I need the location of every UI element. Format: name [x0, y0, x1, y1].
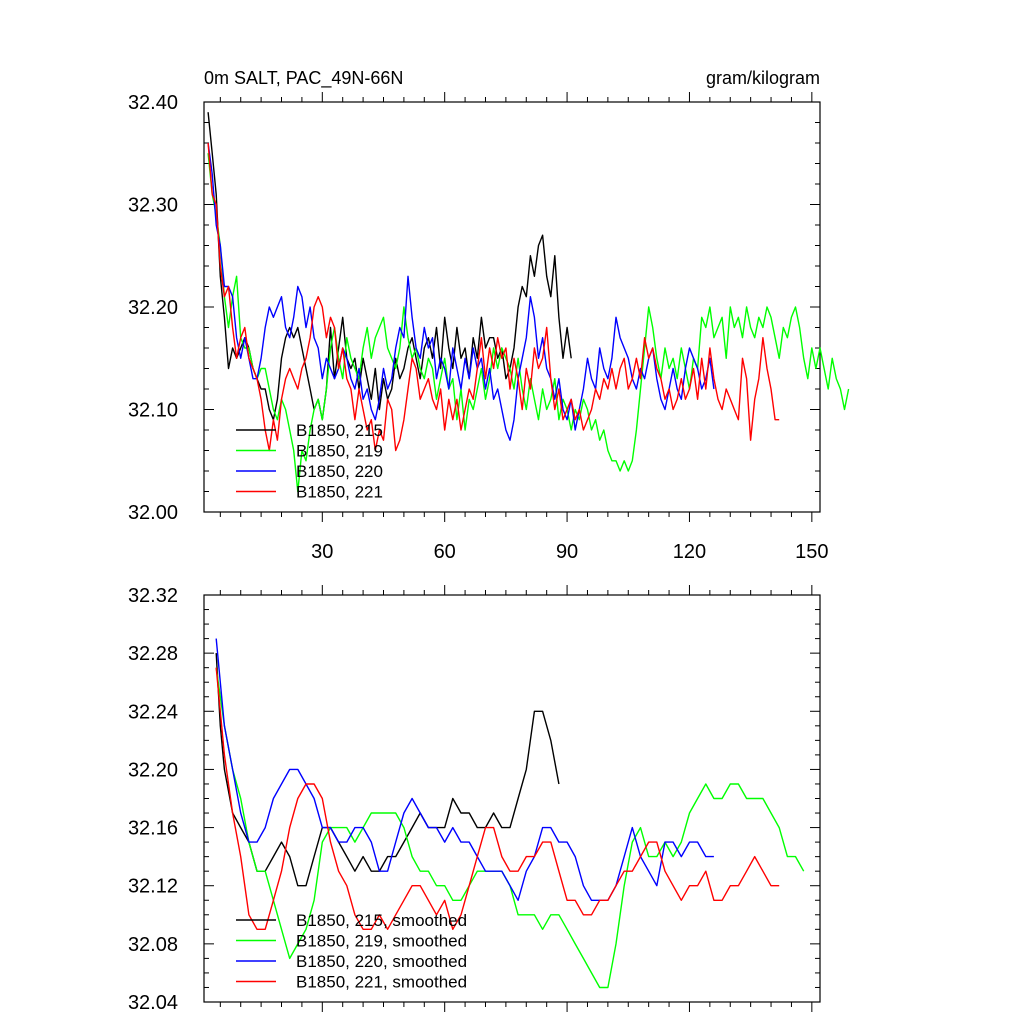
- series-line-b1850-221-smoothed: [215, 667, 780, 930]
- series-line-b1850-220-smoothed: [215, 638, 714, 901]
- legend-label: B1850, 219, smoothed: [296, 932, 467, 951]
- series-line-b1850-215: [207, 112, 572, 421]
- y-tick-label: 32.04: [128, 992, 178, 1014]
- y-tick-label: 32.16: [128, 818, 178, 840]
- series-line-b1850-221: [207, 142, 780, 452]
- x-tick-label: 90: [556, 541, 578, 563]
- legend-label: B1850, 215, smoothed: [296, 911, 467, 930]
- legend-label: B1850, 219: [296, 442, 383, 461]
- legend-label: B1850, 215: [296, 421, 383, 440]
- series-line-b1850-219: [207, 153, 850, 493]
- x-tick-label: 30: [311, 541, 333, 563]
- series-line-b1850-220: [207, 142, 715, 441]
- y-tick-label: 32.32: [128, 585, 178, 607]
- x-tick-label: 60: [434, 541, 456, 563]
- y-tick-label: 32.10: [128, 400, 178, 422]
- y-tick-label: 32.28: [128, 643, 178, 665]
- y-tick-label: 32.24: [128, 701, 178, 723]
- y-tick-label: 32.08: [128, 934, 178, 956]
- y-tick-label: 32.40: [128, 92, 178, 114]
- y-tick-label: 32.30: [128, 195, 178, 217]
- legend-label: B1850, 221, smoothed: [296, 973, 467, 992]
- series-line-b1850-215-smoothed: [215, 653, 560, 887]
- units-label: gram/kilogram: [706, 68, 820, 88]
- x-tick-label: 120: [673, 541, 706, 563]
- legend-label: B1850, 220: [296, 462, 383, 481]
- x-tick-label: 150: [795, 541, 828, 563]
- y-tick-label: 32.00: [128, 502, 178, 524]
- legend-label: B1850, 221: [296, 483, 383, 502]
- y-tick-label: 32.20: [128, 297, 178, 319]
- legend-label: B1850, 220, smoothed: [296, 952, 467, 971]
- y-tick-label: 32.12: [128, 876, 178, 898]
- chart-title: 0m SALT, PAC_49N-66N: [204, 68, 403, 89]
- y-tick-label: 32.20: [128, 759, 178, 781]
